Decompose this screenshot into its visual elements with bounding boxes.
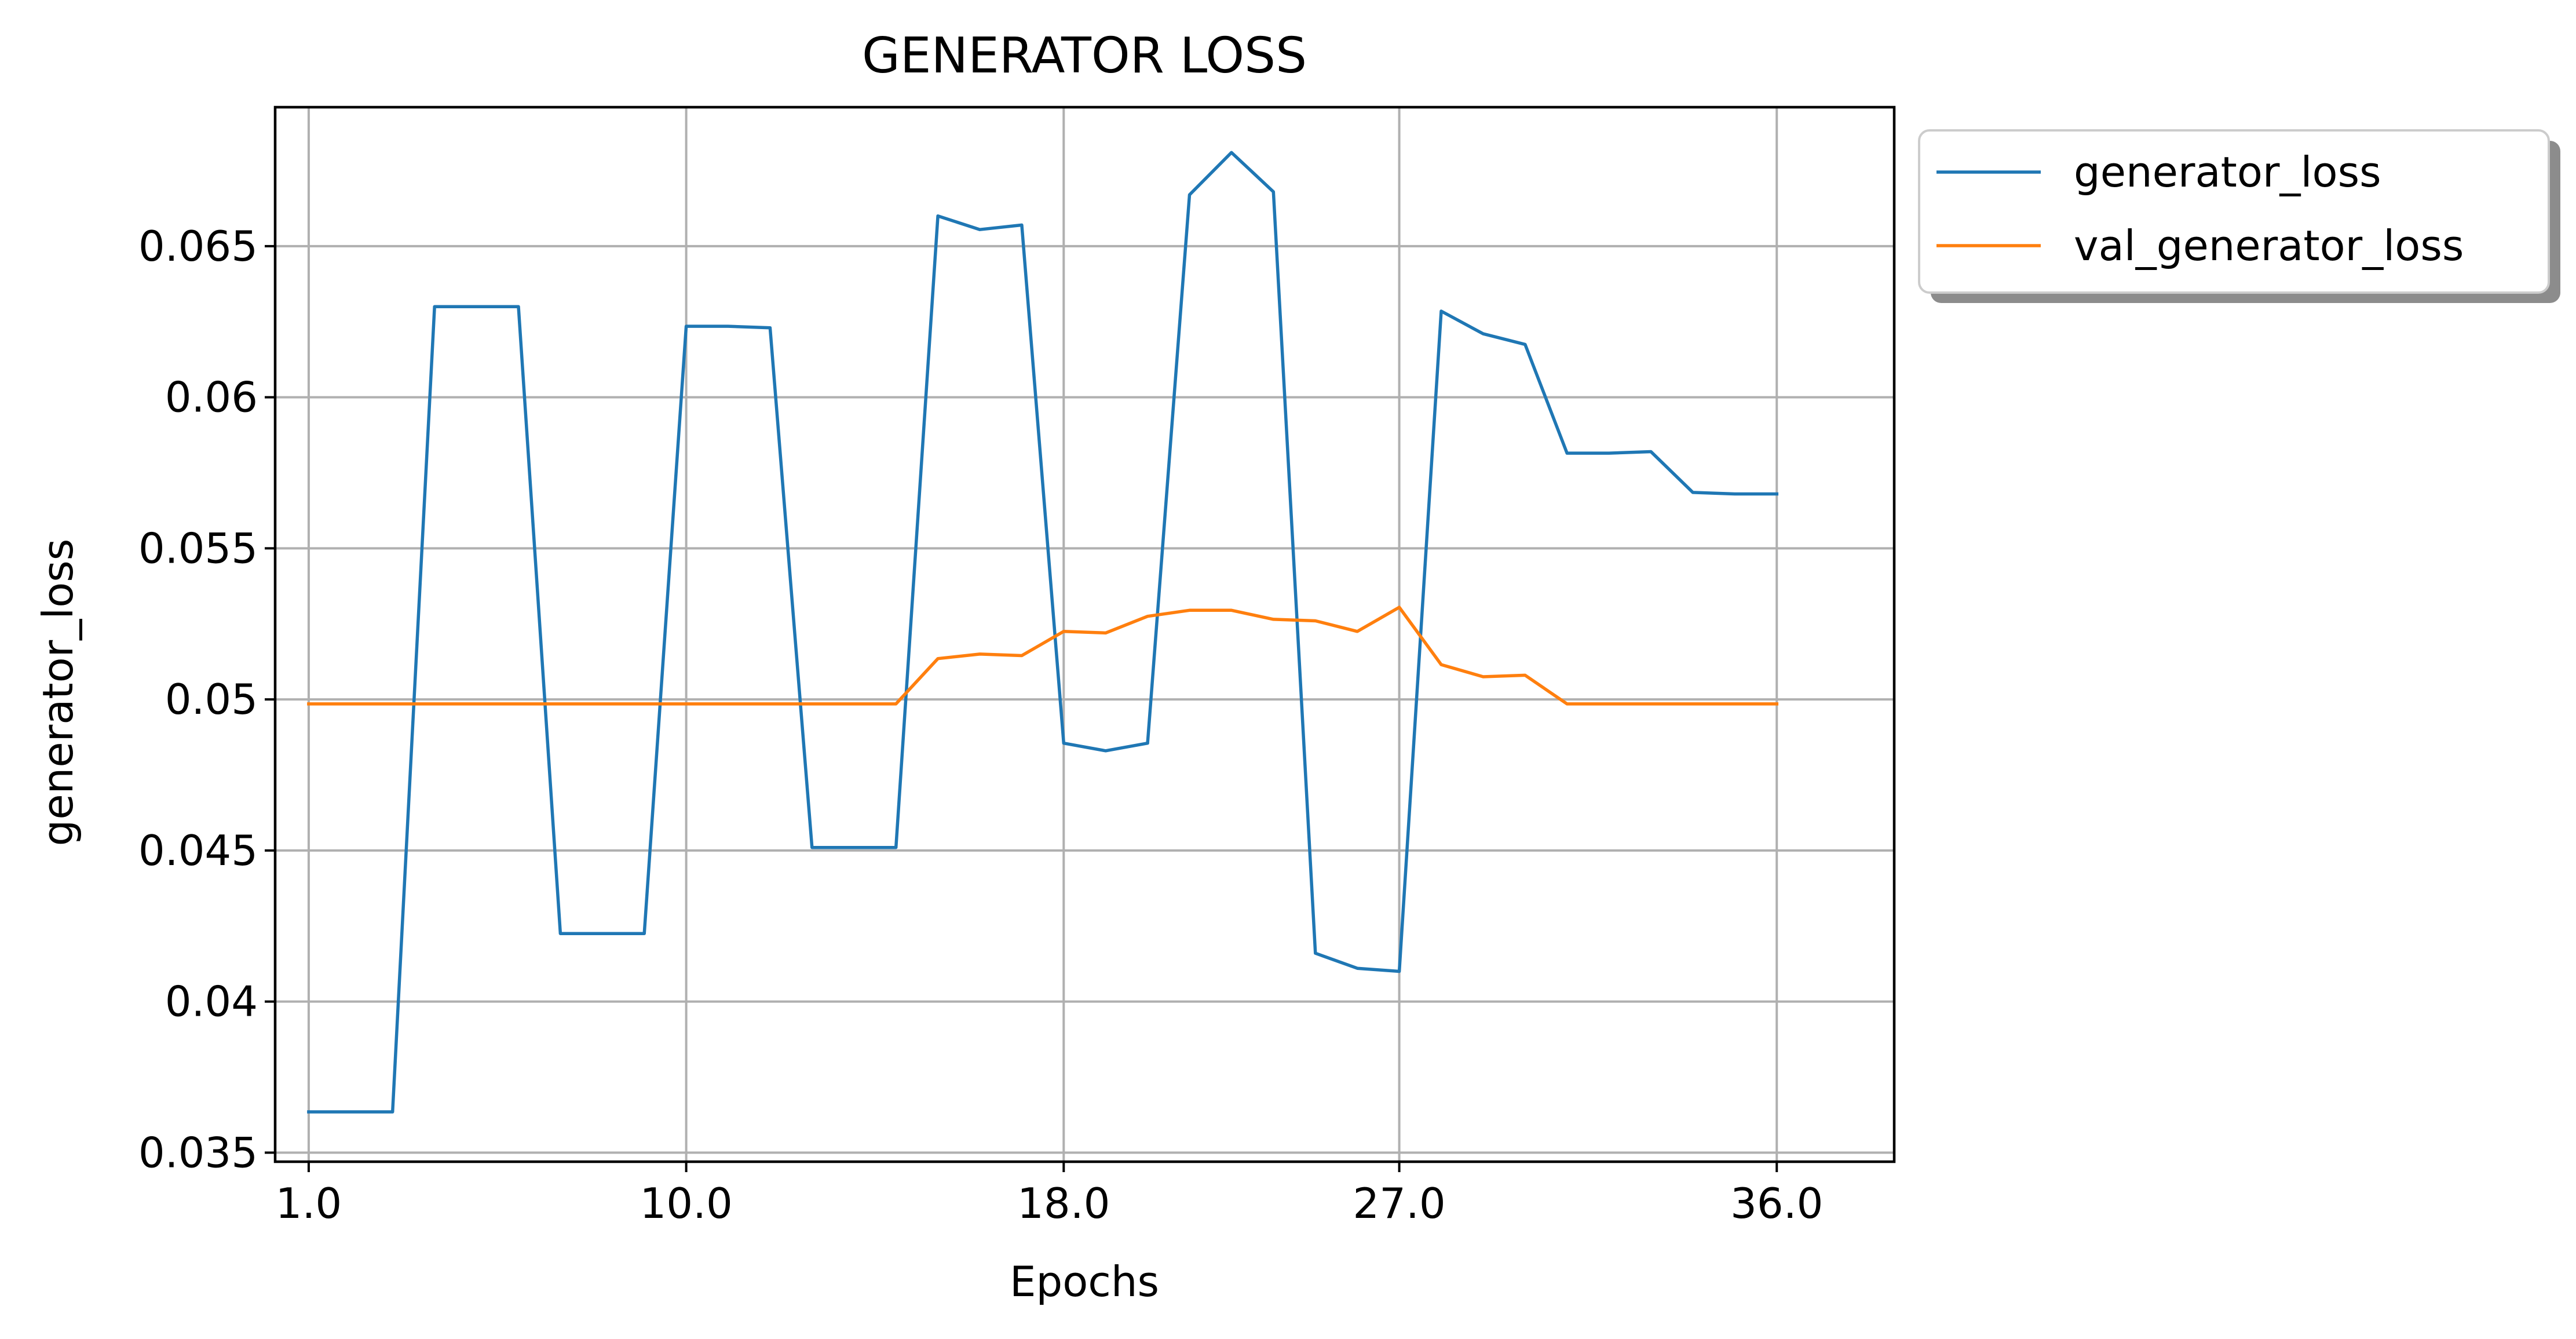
- legend-label: generator_loss: [2074, 148, 2381, 196]
- legend: generator_loss val_generator_loss: [1918, 129, 2560, 303]
- plot-frame: [273, 105, 1896, 1163]
- y-tick-label: 0.035: [138, 1128, 258, 1177]
- y-axis-ticks: 0.035 0.04 0.045 0.05 0.055 0.06 0.065: [138, 222, 275, 1177]
- series-line-generator-loss: [307, 151, 1779, 1114]
- x-tick-label: 10.0: [640, 1179, 732, 1228]
- chart-title: GENERATOR LOSS: [862, 27, 1307, 85]
- x-tick-label: 36.0: [1730, 1179, 1823, 1228]
- series-line-val-generator-loss: [307, 605, 1779, 706]
- y-tick-label: 0.055: [138, 524, 258, 572]
- y-tick-label: 0.06: [165, 373, 258, 422]
- y-tick-label: 0.04: [165, 977, 258, 1026]
- x-axis-ticks: 1.0 10.0 18.0 27.0 36.0: [276, 1162, 1823, 1228]
- grid-lines: [275, 107, 1894, 1162]
- x-tick-label: 27.0: [1353, 1179, 1445, 1228]
- y-tick-label: 0.065: [138, 222, 258, 271]
- x-tick-label: 18.0: [1017, 1179, 1110, 1228]
- y-tick-label: 0.045: [138, 826, 258, 875]
- series-lines: [307, 151, 1779, 1114]
- legend-box: [1918, 129, 2550, 294]
- plot-area: [275, 107, 1894, 1162]
- x-tick-label: 1.0: [276, 1179, 342, 1228]
- legend-label: val_generator_loss: [2074, 221, 2464, 270]
- x-axis-label: Epochs: [1010, 1257, 1159, 1306]
- y-tick-label: 0.05: [165, 675, 258, 724]
- y-axis-label: generator_loss: [34, 539, 82, 847]
